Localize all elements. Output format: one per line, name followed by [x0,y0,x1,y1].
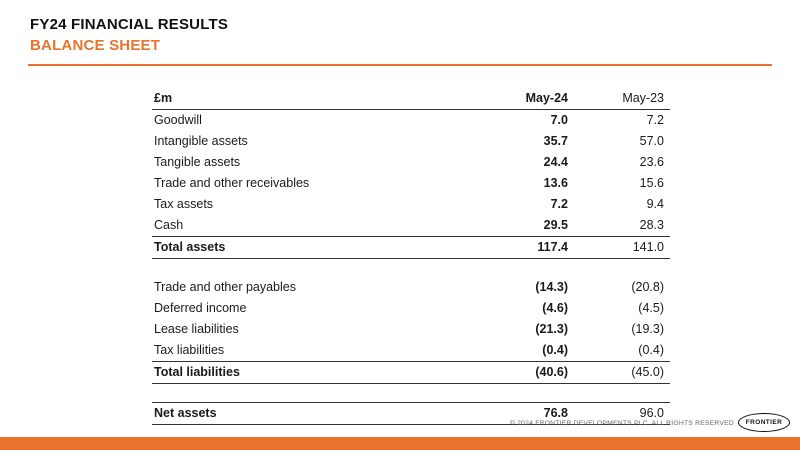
row-value-may23: 28.3 [639,218,664,232]
slide-header: FY24 FINANCIAL RESULTS BALANCE SHEET [30,16,770,54]
row-value-may24: 7.0 [550,113,568,127]
frontier-logo: FRONTIER [738,413,790,432]
table-row: Intangible assets 35.7 57.0 [152,131,670,152]
row-value-may23: 57.0 [639,134,664,148]
row-value-may24: (0.4) [542,343,568,357]
column-header-may23: May-23 [574,88,670,110]
row-label: Tangible assets [154,155,241,169]
table-row: Deferred income (4.6) (4.5) [152,298,670,319]
row-value-may24: 35.7 [543,134,568,148]
row-value-may24: (14.3) [535,280,568,294]
table-row: Tax assets 7.2 9.4 [152,194,670,215]
row-value-may23: (20.8) [631,280,664,294]
table-row: Lease liabilities (21.3) (19.3) [152,319,670,340]
table-spacer-row [152,384,670,403]
row-value-may24: 7.2 [550,197,568,211]
accent-divider [28,64,772,66]
row-value-may23: 15.6 [639,176,664,190]
row-label: Net assets [152,402,470,425]
row-value-may24: 29.5 [543,218,568,232]
table-row: Tax liabilities (0.4) (0.4) [152,340,670,362]
row-value-may24: 13.6 [543,176,568,190]
row-value-may24: (21.3) [535,322,568,336]
row-label: Goodwill [154,113,202,127]
row-label: Lease liabilities [154,322,239,336]
copyright-text: © 2024 FRONTIER DEVELOPMENTS PLC. ALL RI… [509,420,734,427]
row-value-may24: (40.6) [470,361,574,384]
row-label: Tax assets [154,197,214,211]
row-value-may23: (45.0) [574,361,670,384]
row-value-may24: (4.6) [542,301,568,315]
table-row-total-assets: Total assets 117.4 141.0 [152,236,670,259]
row-label: Total liabilities [152,361,470,384]
column-header-may24: May-24 [470,88,574,110]
page-subtitle: BALANCE SHEET [30,37,161,54]
table-row: Tangible assets 24.4 23.6 [152,152,670,173]
table-row-net-assets: Net assets 76.8 96.0 [152,402,670,425]
row-label: Tax liabilities [154,343,225,357]
row-label: Trade and other receivables [154,176,310,190]
table-row: Goodwill 7.0 7.2 [152,110,670,132]
frontier-logo-text: FRONTIER [745,419,783,426]
row-value-may23: 23.6 [639,155,664,169]
row-value-may24: 76.8 [470,402,574,425]
table-row: Trade and other receivables 13.6 15.6 [152,173,670,194]
row-value-may23: 7.2 [646,113,664,127]
page-title: FY24 FINANCIAL RESULTS [30,16,229,33]
balance-sheet-table: £m May-24 May-23 Goodwill 7.0 7.2 Intang… [152,88,670,425]
row-value-may23: 96.0 [574,402,670,425]
table-spacer-row [152,259,670,278]
row-value-may23: 141.0 [574,236,670,259]
row-label: Deferred income [154,301,247,315]
row-value-may23: 9.4 [646,197,664,211]
column-header-currency: £m [152,88,470,110]
row-label: Trade and other payables [154,280,296,294]
row-value-may23: (19.3) [631,322,664,336]
row-label: Intangible assets [154,134,248,148]
table-row: Cash 29.5 28.3 [152,215,670,237]
row-label: Total assets [152,236,470,259]
row-value-may24: 117.4 [470,236,574,259]
row-label: Cash [154,218,184,232]
row-value-may23: (4.5) [638,301,664,315]
table-row: Trade and other payables (14.3) (20.8) [152,277,670,298]
footer-accent-bar [0,437,800,450]
table-row-total-liabilities: Total liabilities (40.6) (45.0) [152,361,670,384]
row-value-may23: (0.4) [638,343,664,357]
table-header-row: £m May-24 May-23 [152,88,670,110]
balance-sheet-table-container: £m May-24 May-23 Goodwill 7.0 7.2 Intang… [152,88,670,425]
row-value-may24: 24.4 [543,155,568,169]
